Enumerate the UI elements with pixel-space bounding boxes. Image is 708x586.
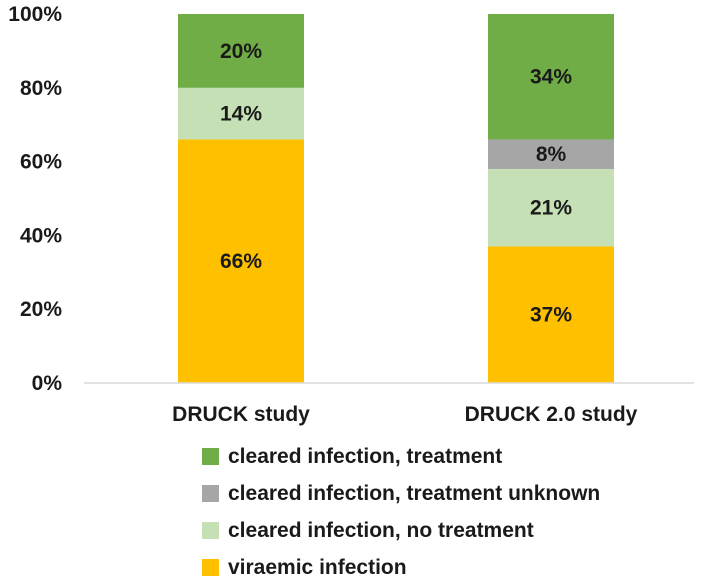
y-tick-label: 100% <box>8 3 62 26</box>
y-axis: 0% 20% 40% 60% 80% 100% <box>8 3 62 395</box>
data-label: 37% <box>530 304 572 327</box>
y-tick-label: 60% <box>20 151 62 174</box>
y-tick-label: 0% <box>32 372 63 395</box>
legend-item: cleared infection, treatment <box>202 438 600 475</box>
y-tick-label: 20% <box>20 298 62 321</box>
data-label: 20% <box>220 40 262 63</box>
bar-segment <box>178 87 304 140</box>
legend-label: cleared infection, no treatment <box>228 518 534 542</box>
legend-item: cleared infection, no treatment <box>202 512 600 549</box>
legend-item: cleared infection, treatment unknown <box>202 475 600 512</box>
data-label: 14% <box>220 103 262 126</box>
legend-swatch <box>202 559 219 576</box>
legend-swatch <box>202 448 219 465</box>
x-axis-categories: DRUCK study DRUCK 2.0 study <box>172 403 638 426</box>
legend-label: cleared infection, treatment <box>228 444 503 468</box>
bar-segment <box>488 139 614 169</box>
legend-swatch <box>202 522 219 539</box>
data-label: 21% <box>530 197 572 220</box>
bar-segment <box>178 14 304 88</box>
bar-segment <box>488 14 614 140</box>
legend-label: viraemic infection <box>228 555 407 579</box>
data-label: 34% <box>530 66 572 89</box>
y-tick-label: 80% <box>20 77 62 100</box>
legend: cleared infection, treatment cleared infe… <box>202 438 600 586</box>
legend-item: viraemic infection <box>202 549 600 586</box>
data-label: 66% <box>220 250 262 273</box>
x-category-label: DRUCK 2.0 study <box>465 403 638 426</box>
bar-segment <box>488 246 614 383</box>
bars: 66% 14% 20% 37% 21% 8% 34% <box>178 14 614 383</box>
data-label: 8% <box>536 143 567 166</box>
x-category-label: DRUCK study <box>172 403 310 426</box>
bar-segment <box>178 139 304 383</box>
stacked-bar-chart: 0%20%40%60%80%100% 66%14%20%37%21%8%34% … <box>8 3 694 426</box>
bar-segment <box>488 168 614 247</box>
legend-label: cleared infection, treatment unknown <box>228 481 601 505</box>
y-tick-label: 40% <box>20 224 62 247</box>
legend-swatch <box>202 485 219 502</box>
